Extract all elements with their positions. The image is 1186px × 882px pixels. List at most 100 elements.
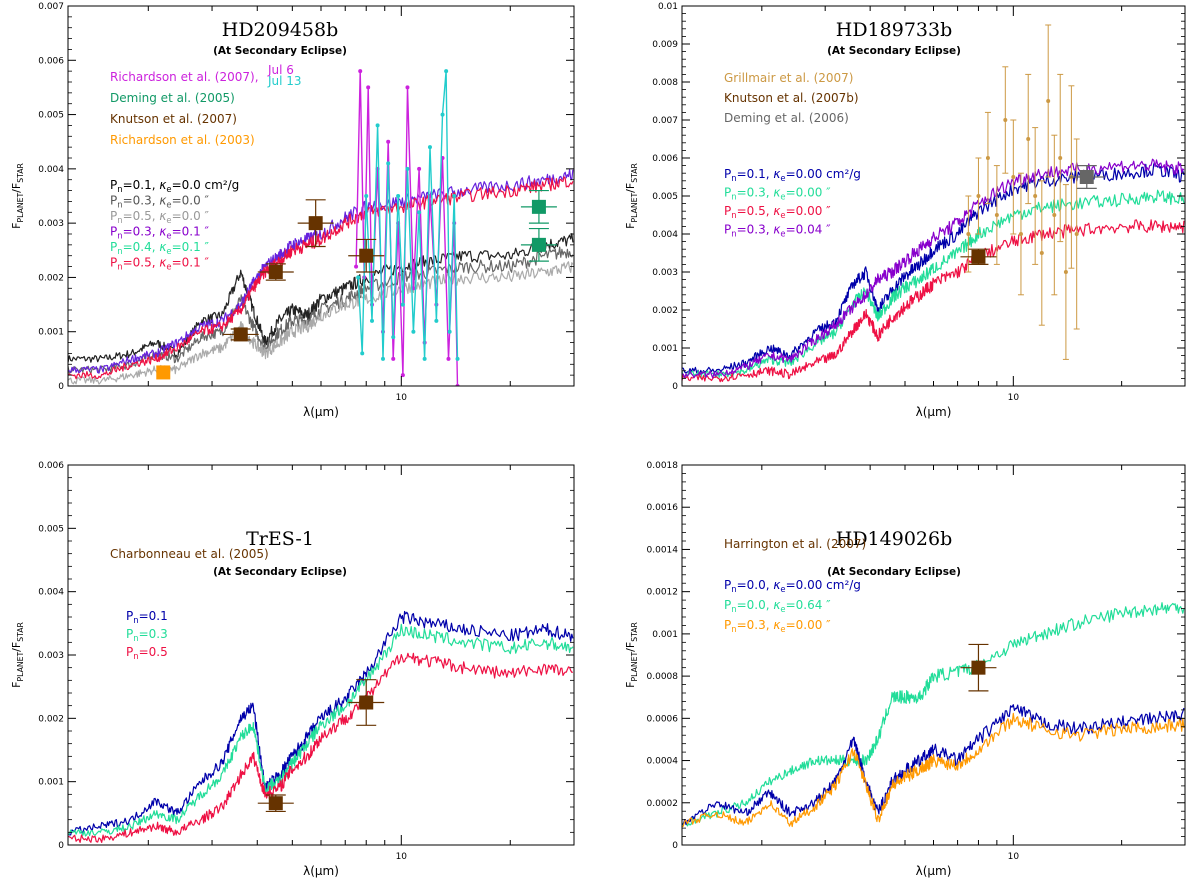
plot-area xyxy=(682,602,1185,828)
series-line-3 xyxy=(68,652,573,843)
spectrum-point xyxy=(994,213,999,217)
chart-panel-3: 0 0.001 0.002 0.003 0.004 0.005 0.006 10 TrES-1 (… xyxy=(10,461,575,878)
legend-entry: Grillmair et al. (2007) xyxy=(724,71,853,85)
chart-subtitle: (At Secondary Eclipse) xyxy=(827,566,961,578)
plot-frame xyxy=(681,464,1186,846)
observation-point-2 xyxy=(233,327,248,342)
y-tick-label: 0.0014 xyxy=(647,545,679,555)
legend-model-entry: Pn=0.3, κe=0.04 ″ xyxy=(724,223,831,239)
spectrum-point xyxy=(1026,137,1031,141)
y-tick-label: 0.001 xyxy=(652,630,678,640)
y-tick-label: 0.002 xyxy=(652,306,678,316)
spectrum-point xyxy=(1039,251,1044,255)
spectrum-point xyxy=(386,161,391,166)
x-axis-label: λ(μm) xyxy=(916,405,952,419)
y-tick-label: 0.008 xyxy=(652,78,678,88)
y-tick-label: 0.002 xyxy=(38,273,64,283)
spectrum-point xyxy=(455,356,460,361)
observation-point-1 xyxy=(156,365,171,380)
legend-model-entry: Pn=0.0, κe=0.64 ″ xyxy=(724,598,831,614)
spectrum-point xyxy=(375,123,380,128)
legend-entry: Jul 6 xyxy=(267,63,294,77)
y-axis-label: FPLANET/FSTAR xyxy=(10,163,25,229)
chart-panel-4: 0 0.0002 0.0004 0.0006 0.0008 0.001 0.0012 0.00… xyxy=(624,461,1186,878)
plot-area xyxy=(68,69,574,386)
chart-subtitle: (At Secondary Eclipse) xyxy=(213,566,347,578)
spectrum-point xyxy=(391,356,396,361)
spectrum-point xyxy=(1033,194,1038,198)
y-tick-label: 0.004 xyxy=(38,165,64,175)
observation-point-2 xyxy=(359,695,374,710)
y-tick-label: 0.005 xyxy=(38,111,64,121)
y-tick-label: 0.0004 xyxy=(647,757,679,767)
legend-model-entry: Pn=0.3, κe=0.0 ″ xyxy=(110,194,210,210)
legend-model-entry: Pn=0.5, κe=0.0 ″ xyxy=(110,209,210,225)
plot-area xyxy=(68,610,574,843)
y-tick-label: 0.0006 xyxy=(647,714,679,724)
legend-entry: Richardson et al. (2003) xyxy=(110,133,255,147)
legend-model-entry: Pn=0.1, κe=0.00 cm²/g xyxy=(724,167,861,183)
y-tick-label: 0.006 xyxy=(652,154,678,164)
observation-point-1 xyxy=(971,660,986,675)
chart-title: TrES-1 xyxy=(246,528,314,550)
spectrum-point xyxy=(411,329,416,334)
spectrum-point xyxy=(370,318,375,323)
y-tick-label: 0.003 xyxy=(38,219,64,229)
y-tick-label: 0.0016 xyxy=(647,503,679,513)
legend-model-entry: Pn=0.3, κe=0.1 ″ xyxy=(110,225,210,241)
series-line-3 xyxy=(68,261,574,385)
observation-point-5 xyxy=(359,248,374,263)
spectrum-point xyxy=(966,232,971,236)
legend-model-entry: Pn=0.0, κe=0.00 cm²/g xyxy=(724,578,861,594)
y-tick-label: 0.0018 xyxy=(647,461,679,471)
series-line-5 xyxy=(68,176,574,380)
spectrum-point xyxy=(1063,270,1068,274)
spectrum-point xyxy=(364,194,369,198)
x-tick-label: 10 xyxy=(396,393,408,403)
y-tick-label: 0.006 xyxy=(38,461,64,471)
series-line-1 xyxy=(682,602,1185,827)
x-tick-label: 10 xyxy=(1008,393,1020,403)
observation-point-6 xyxy=(531,199,546,214)
spectrum-point xyxy=(358,69,363,74)
legend-model-entry: Pn=0.1, κe=0.0 cm²/g xyxy=(110,178,239,194)
spectrum-point xyxy=(1011,175,1016,179)
chart-subtitle: (At Secondary Eclipse) xyxy=(213,45,347,57)
y-tick-label: 0 xyxy=(672,382,678,392)
chart-subtitle: (At Secondary Eclipse) xyxy=(827,45,961,57)
y-tick-label: 0 xyxy=(58,382,64,392)
series-line-2 xyxy=(682,704,1185,826)
spectrum-point xyxy=(386,139,391,144)
legend-entry: Charbonneau et al. (2005) xyxy=(110,547,269,561)
chart-title: HD189733b xyxy=(836,19,953,41)
y-tick-label: 0.0012 xyxy=(647,588,679,598)
spectrum-point xyxy=(400,302,405,307)
y-tick-label: 0.007 xyxy=(652,116,678,126)
y-tick-label: 0.0002 xyxy=(647,799,679,809)
y-tick-label: 0.009 xyxy=(652,40,678,50)
observation-point-7 xyxy=(531,237,546,252)
chart-title: HD149026b xyxy=(836,528,953,550)
chart-panel-2: 0 0.001 0.002 0.003 0.004 0.005 0.006 0.007 0.00… xyxy=(624,2,1186,419)
legend-model-entry: Pn=0.5 xyxy=(126,645,168,661)
legend-entry: Deming et al. (2006) xyxy=(724,111,849,125)
spectrum-point xyxy=(452,194,457,198)
spectrum-point xyxy=(444,69,449,74)
chart-panel-1: 0 0.001 0.002 0.003 0.004 0.005 0.006 0.007 10 HD… xyxy=(10,2,575,419)
y-axis-label: FPLANET/FSTAR xyxy=(624,163,639,229)
x-axis-label: λ(μm) xyxy=(303,405,339,419)
observation-point-1 xyxy=(971,249,986,264)
spectrum-point xyxy=(422,356,427,361)
y-tick-label: 0.01 xyxy=(658,2,678,12)
series-line-2 xyxy=(68,623,574,837)
y-tick-label: 0 xyxy=(58,841,64,851)
y-tick-label: 0.003 xyxy=(652,268,678,278)
observation-point-3 xyxy=(268,265,283,279)
x-axis-label: λ(μm) xyxy=(916,864,952,878)
x-axis-label: λ(μm) xyxy=(303,864,339,878)
legend-entry: Knutson et al. (2007) xyxy=(110,112,237,126)
series-line-4 xyxy=(682,158,1185,379)
spectrum-point xyxy=(446,356,451,361)
y-tick-label: 0.006 xyxy=(38,56,64,66)
legend-model-entry: Pn=0.3, κe=0.00 ″ xyxy=(724,186,831,202)
